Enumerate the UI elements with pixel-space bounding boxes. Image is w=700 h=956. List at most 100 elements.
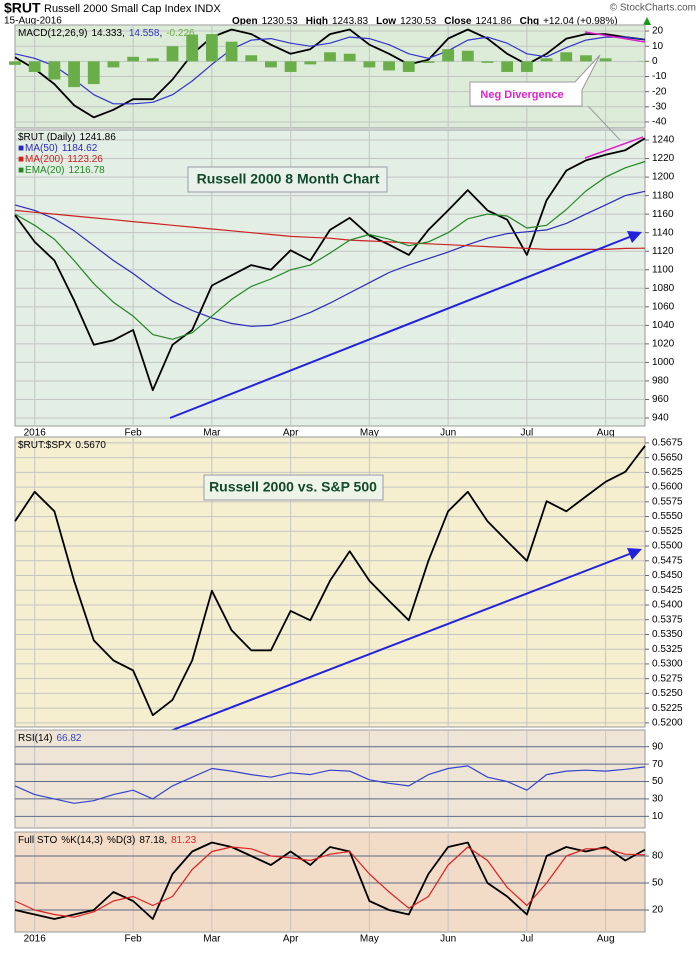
legend-value: 1216.78: [69, 165, 106, 176]
annotation: Neg Divergence: [480, 89, 563, 101]
x-tick-label: 2016: [24, 934, 47, 945]
histogram-bar: [600, 58, 612, 61]
histogram-bar: [245, 55, 257, 61]
y-tick-label: 0.5425: [652, 585, 683, 596]
x-tick-label: Apr: [283, 934, 299, 945]
y-tick-label: 980: [652, 376, 669, 387]
legend-value: 81.23: [171, 835, 196, 846]
histogram-bar: [304, 61, 316, 64]
histogram-bar: [403, 61, 415, 72]
y-tick-label: 0.5600: [652, 482, 683, 493]
y-tick-label: 0.5200: [652, 718, 683, 729]
y-tick-label: 0.5525: [652, 526, 683, 537]
histogram-bar: [423, 61, 435, 63]
histogram-bar: [560, 52, 572, 61]
histogram-bar: [265, 61, 277, 67]
y-tick-label: 0.5250: [652, 688, 683, 699]
y-tick-label: 1160: [652, 209, 674, 220]
legend-name: %K(14,3): [61, 835, 103, 846]
y-tick-label: 1040: [652, 320, 675, 331]
y-tick-label: 1080: [652, 283, 675, 294]
legend-value: 66.82: [56, 733, 81, 744]
legend-value: 14.558: [129, 28, 160, 39]
x-tick-label: Mar: [203, 934, 221, 945]
y-tick-label: 1240: [652, 135, 675, 146]
histogram-bar: [147, 58, 159, 61]
histogram-bar: [226, 42, 238, 62]
legend-value: 14.333: [91, 28, 122, 39]
histogram-bar: [383, 61, 395, 70]
y-tick-label: -30: [652, 101, 667, 112]
y-tick-label: 50: [652, 878, 664, 889]
legend-swatch: ■: [18, 154, 24, 165]
y-tick-label: 10: [652, 811, 664, 822]
histogram-bar: [29, 61, 41, 72]
legend-entry: RSI(14)66.82: [18, 733, 82, 744]
x-tick-label: Jul: [520, 934, 533, 945]
histogram-bar: [127, 57, 139, 62]
legend-entry: $RUT (Daily) 1241.86: [18, 132, 116, 143]
legend-separator: ,: [164, 835, 167, 846]
panel-background: [15, 730, 645, 828]
histogram-bar: [541, 58, 553, 61]
legend-label: MACD(12,26,9): [18, 28, 87, 39]
y-tick-label: 1020: [652, 339, 675, 350]
legend-value: 0.5670: [75, 440, 106, 451]
y-tick-label: 90: [652, 741, 664, 752]
histogram-bar: [324, 52, 336, 61]
legend-separator: ,: [122, 28, 125, 39]
histogram-bar: [9, 61, 21, 64]
y-tick-label: 10: [652, 41, 664, 52]
histogram-bar: [108, 61, 120, 67]
histogram-bar: [482, 61, 494, 63]
y-tick-label: 0.5225: [652, 703, 683, 714]
y-tick-label: 1120: [652, 246, 674, 257]
histogram-bar: [462, 51, 474, 62]
credit: © StockCharts.com: [610, 3, 696, 14]
histogram-bar: [167, 46, 179, 61]
y-tick-label: 1140: [652, 227, 674, 238]
legend-entry: MACD(12,26,9)14.333,14.558,-0.226: [18, 28, 195, 39]
legend-value: 1241.86: [80, 132, 117, 143]
y-tick-label: 960: [652, 394, 669, 405]
legend-value: 1184.62: [62, 143, 98, 154]
legend-name: MA(50): [25, 143, 58, 154]
y-tick-label: 20: [652, 905, 664, 916]
legend-entry: ■EMA(20) 1216.78: [18, 165, 105, 176]
x-tick-label: Jun: [440, 934, 456, 945]
y-tick-label: 0.5625: [652, 467, 683, 478]
histogram-bar: [68, 61, 80, 87]
legend-value: 1123.26: [67, 154, 103, 165]
y-tick-label: 0.5550: [652, 511, 683, 522]
legend-label: Full STO: [18, 835, 57, 846]
y-tick-label: 1180: [652, 190, 674, 201]
histogram-bar: [363, 61, 375, 67]
y-tick-label: 0.5450: [652, 570, 683, 581]
y-tick-label: 20: [652, 26, 664, 37]
legend-label: $RUT:$SPX: [18, 440, 72, 451]
histogram-bar: [521, 61, 533, 72]
y-tick-label: 0.5575: [652, 496, 683, 507]
legend-name: $RUT (Daily): [18, 132, 76, 143]
y-tick-label: 0.5300: [652, 659, 683, 670]
y-tick-label: 1220: [652, 153, 675, 164]
histogram-bar: [48, 61, 60, 79]
y-tick-label: 0.5350: [652, 629, 683, 640]
y-tick-label: 70: [652, 759, 664, 770]
y-tick-label: -40: [652, 117, 667, 128]
legend-entry: ■MA(200)1123.26: [18, 154, 103, 165]
legend-name: EMA(20): [25, 165, 64, 176]
y-tick-label: 0.5275: [652, 673, 683, 684]
x-tick-label: Feb: [125, 934, 143, 945]
legend-swatch: ■: [18, 165, 24, 176]
y-tick-label: 0.5400: [652, 600, 683, 611]
y-tick-label: 1200: [652, 172, 675, 183]
y-tick-label: 30: [652, 794, 664, 805]
histogram-bar: [206, 34, 218, 61]
y-tick-label: 1060: [652, 301, 675, 312]
y-tick-label: 940: [652, 413, 669, 424]
y-tick-label: -20: [652, 86, 667, 97]
y-tick-label: 0.5325: [652, 644, 683, 655]
